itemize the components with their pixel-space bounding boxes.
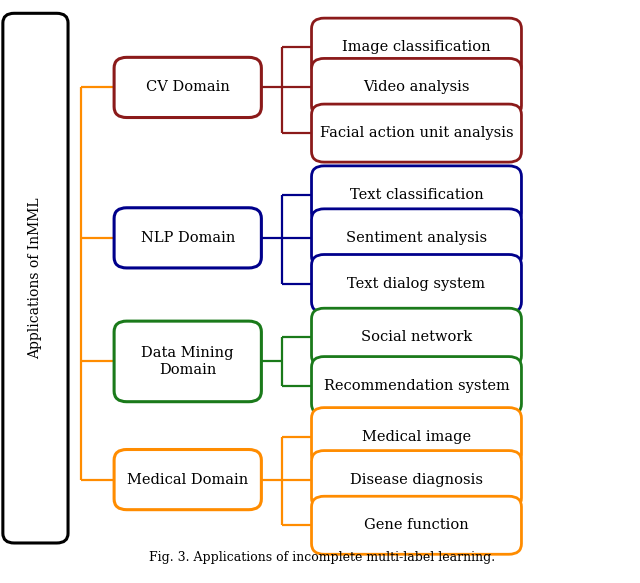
- FancyBboxPatch shape: [312, 451, 522, 508]
- Text: Fig. 3. Applications of incomplete multi-label learning.: Fig. 3. Applications of incomplete multi…: [149, 551, 495, 564]
- Text: NLP Domain: NLP Domain: [141, 231, 235, 245]
- Text: Text dialog system: Text dialog system: [348, 276, 486, 290]
- FancyBboxPatch shape: [312, 496, 522, 554]
- FancyBboxPatch shape: [114, 321, 261, 402]
- FancyBboxPatch shape: [312, 408, 522, 466]
- Text: Image classification: Image classification: [342, 40, 491, 54]
- Text: Sentiment analysis: Sentiment analysis: [346, 231, 487, 245]
- Text: Data Mining
Domain: Data Mining Domain: [141, 346, 234, 377]
- FancyBboxPatch shape: [3, 13, 68, 543]
- FancyBboxPatch shape: [312, 209, 522, 267]
- FancyBboxPatch shape: [312, 58, 522, 117]
- Text: Facial action unit analysis: Facial action unit analysis: [319, 126, 513, 140]
- FancyBboxPatch shape: [114, 57, 261, 118]
- Text: Recommendation system: Recommendation system: [324, 378, 509, 392]
- Text: Text classification: Text classification: [349, 188, 483, 202]
- Text: Social network: Social network: [361, 330, 472, 344]
- Text: Medical Domain: Medical Domain: [127, 473, 248, 487]
- Text: Video analysis: Video analysis: [364, 80, 470, 94]
- FancyBboxPatch shape: [114, 208, 261, 268]
- Text: CV Domain: CV Domain: [146, 80, 230, 94]
- Text: Gene function: Gene function: [364, 518, 469, 532]
- FancyBboxPatch shape: [312, 104, 522, 162]
- FancyBboxPatch shape: [312, 357, 522, 415]
- FancyBboxPatch shape: [312, 255, 522, 312]
- FancyBboxPatch shape: [114, 449, 261, 510]
- FancyBboxPatch shape: [312, 166, 522, 224]
- FancyBboxPatch shape: [312, 308, 522, 366]
- FancyBboxPatch shape: [312, 18, 522, 76]
- Text: Medical image: Medical image: [362, 430, 471, 444]
- Text: Disease diagnosis: Disease diagnosis: [350, 473, 483, 487]
- Text: Applications of InMML: Applications of InMML: [28, 197, 42, 359]
